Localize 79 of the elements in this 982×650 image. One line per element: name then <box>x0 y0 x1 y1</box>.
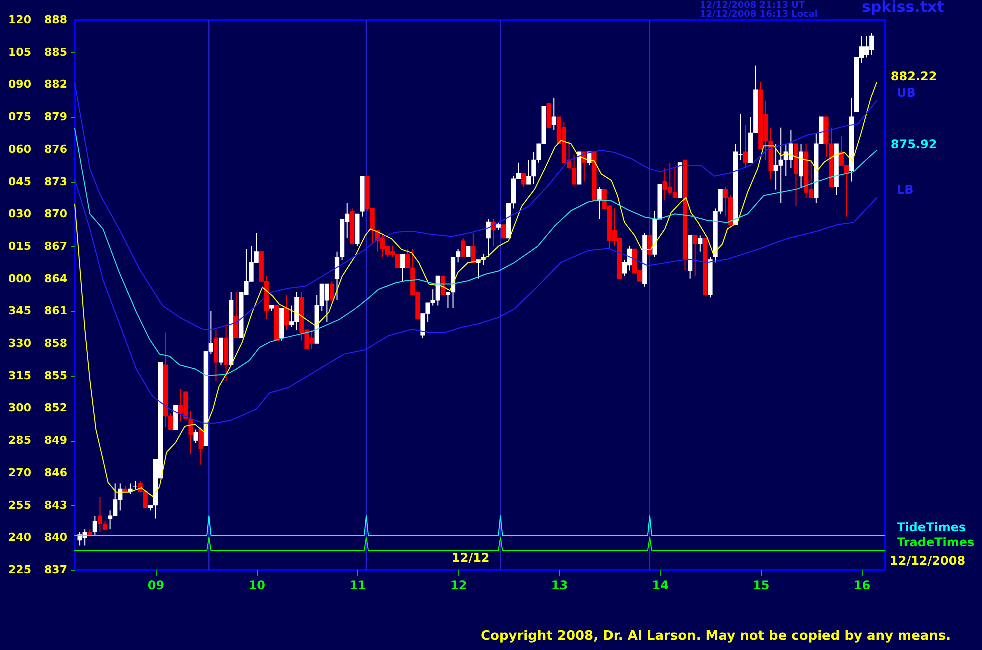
y-tick-label: 876 <box>44 142 68 156</box>
candlestick <box>198 426 204 466</box>
y-tick-label: 858 <box>44 337 68 350</box>
y-tick-label: 849 <box>44 434 68 448</box>
y2-tick-label: 345 <box>8 304 32 318</box>
candlestick <box>284 294 290 331</box>
annotation: 882.22 <box>890 69 938 84</box>
y-tick-label: 867 <box>44 240 68 253</box>
text: spkiss.txt <box>862 0 944 16</box>
y-tick-label: 861 <box>44 304 68 318</box>
candlestick <box>486 219 491 258</box>
series-label: TideTimes <box>897 520 966 534</box>
y3-tick-label: 030 <box>8 208 32 221</box>
series-label: UB <box>897 86 916 100</box>
x-tick-label: 15 <box>753 578 770 592</box>
series-label: LB <box>897 182 914 197</box>
y2-tick-label: 315 <box>8 369 32 382</box>
series-label: TradeTimes <box>897 536 975 550</box>
candlestick <box>234 292 239 339</box>
candlestick <box>597 186 602 220</box>
line-series <box>74 128 878 376</box>
y3-tick-label: 045 <box>8 175 32 188</box>
y-tick-label: 888 <box>44 14 68 26</box>
candlestick <box>471 232 476 264</box>
y-tick-label: 846 <box>44 466 68 480</box>
y2-tick-label: 270 <box>8 466 32 480</box>
text: 12/12/2008 <box>890 554 966 568</box>
x-tick-label: 11 <box>350 578 366 592</box>
line-series <box>74 179 878 424</box>
y-tick-label: 855 <box>44 369 68 382</box>
y3-tick-label: 120 <box>8 14 32 26</box>
y-tick-label: 885 <box>44 46 68 59</box>
y-tick-label: 870 <box>44 208 68 221</box>
x-tick-label: 09 <box>148 578 165 592</box>
annotation: 12/12 <box>452 551 490 565</box>
line-series <box>74 82 878 498</box>
y2-tick-label: 285 <box>8 434 32 448</box>
text: Copyright 2008, Dr. Al Larson. May not be copied by any means. <box>481 629 952 644</box>
y2-tick-label: 255 <box>8 498 32 512</box>
y3-tick-label: 090 <box>8 78 32 92</box>
y-tick-label: 837 <box>44 564 68 576</box>
candlestick <box>330 281 335 301</box>
y-tick-label: 864 <box>44 272 68 286</box>
x-tick-label: 13 <box>551 578 568 592</box>
y2-tick-label: 240 <box>8 531 32 544</box>
y3-tick-label: 060 <box>8 142 32 156</box>
y2-tick-label: 225 <box>8 564 32 576</box>
candlestick <box>552 98 556 132</box>
candlestick <box>440 276 446 296</box>
x-tick-label: 12 <box>450 578 468 592</box>
y-tick-label: 852 <box>44 402 68 415</box>
y2-tick-label: 300 <box>8 402 32 415</box>
candlestick <box>501 224 506 239</box>
y-tick-label: 879 <box>44 110 68 124</box>
annotation: 12/12/2008 16:13 Local <box>700 10 818 20</box>
candlestick <box>92 516 98 536</box>
candlestick <box>466 246 471 258</box>
candlestick <box>743 124 748 169</box>
candlestick <box>400 254 406 282</box>
text: 12/12/2008 21:13 UT <box>700 1 806 11</box>
y-tick-label: 840 <box>44 531 68 544</box>
candlestick <box>194 429 198 444</box>
y-tick-label: 873 <box>44 175 68 188</box>
candlestick <box>698 235 703 252</box>
candlestick <box>648 232 652 256</box>
y2-tick-label: 330 <box>8 337 32 350</box>
candlestick <box>461 238 466 258</box>
y3-tick-label: 105 <box>8 46 32 59</box>
y3-tick-label: 075 <box>8 110 32 124</box>
y-tick-label: 882 <box>44 78 68 92</box>
y-tick-label: 843 <box>44 498 68 512</box>
y3-tick-label: 015 <box>8 240 32 253</box>
candlestick <box>522 173 526 188</box>
y3-tick-label: 000 <box>8 272 32 286</box>
x-tick-label: 10 <box>248 578 266 592</box>
x-tick-label: 16 <box>854 578 871 592</box>
annotation: 875.92 <box>890 137 938 152</box>
x-tick-label: 14 <box>652 578 669 592</box>
candlestick <box>693 235 698 277</box>
